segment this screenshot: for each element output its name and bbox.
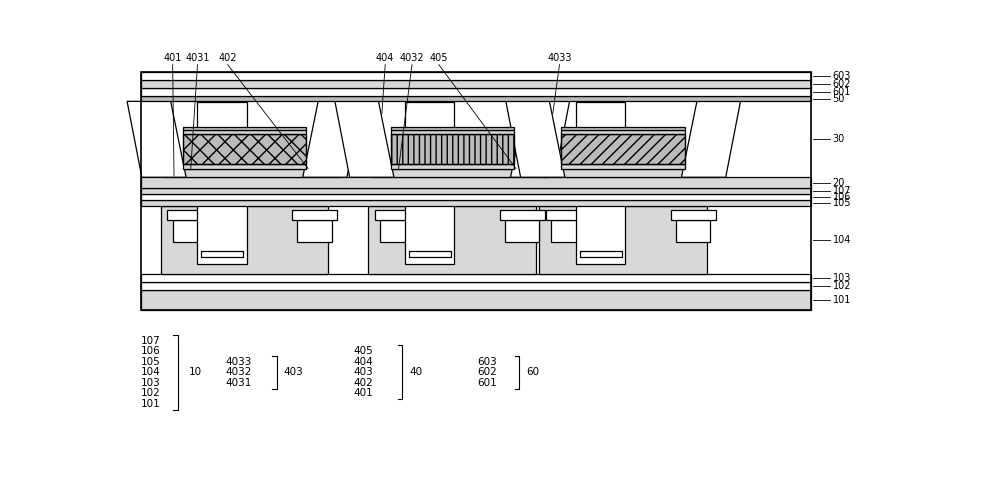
Bar <box>576 102 625 264</box>
Bar <box>372 168 548 177</box>
Bar <box>140 194 811 200</box>
Bar <box>201 250 243 257</box>
Text: 30: 30 <box>833 134 845 144</box>
Bar <box>561 134 685 164</box>
Text: 405: 405 <box>430 54 448 64</box>
Bar <box>676 220 710 242</box>
Bar <box>292 210 337 220</box>
Bar <box>500 210 545 220</box>
Text: 403: 403 <box>354 367 373 377</box>
Bar <box>561 164 685 168</box>
Text: 103: 103 <box>140 378 160 388</box>
Text: 102: 102 <box>833 281 851 291</box>
Bar <box>183 164 306 168</box>
Bar <box>380 220 415 242</box>
Text: 104: 104 <box>833 235 851 245</box>
Polygon shape <box>506 101 565 177</box>
Bar <box>391 127 514 130</box>
Bar <box>140 290 811 310</box>
Text: 405: 405 <box>354 346 373 356</box>
Bar <box>391 164 514 168</box>
Bar <box>368 206 536 274</box>
Polygon shape <box>681 101 740 177</box>
Text: 107: 107 <box>833 186 851 196</box>
Bar <box>391 130 514 134</box>
Text: 101: 101 <box>140 399 160 409</box>
Bar <box>391 134 514 164</box>
Text: 10: 10 <box>189 367 202 378</box>
Bar <box>140 88 811 96</box>
Bar <box>140 80 811 88</box>
Bar <box>409 250 451 257</box>
Polygon shape <box>511 101 570 177</box>
Text: 4033: 4033 <box>226 357 252 367</box>
Bar <box>561 134 685 164</box>
Polygon shape <box>127 101 186 177</box>
Bar <box>197 102 247 264</box>
Bar <box>297 220 332 242</box>
Bar <box>580 250 622 257</box>
Bar <box>183 134 306 164</box>
Text: 404: 404 <box>376 54 394 64</box>
Text: 20: 20 <box>833 177 845 187</box>
Bar <box>183 134 306 164</box>
Bar <box>375 210 420 220</box>
Bar <box>140 72 811 80</box>
Text: 4032: 4032 <box>226 367 252 377</box>
Text: 40: 40 <box>409 367 423 377</box>
Bar <box>183 127 306 130</box>
Bar <box>539 206 707 274</box>
Polygon shape <box>303 101 362 177</box>
Text: 601: 601 <box>478 378 497 388</box>
Text: 401: 401 <box>163 54 182 64</box>
Text: 603: 603 <box>478 357 497 367</box>
Text: 4032: 4032 <box>400 54 424 64</box>
Text: 105: 105 <box>140 357 160 367</box>
Bar <box>140 200 811 206</box>
Bar <box>140 282 811 290</box>
Bar <box>561 127 685 130</box>
Bar <box>140 72 811 310</box>
Text: 103: 103 <box>833 273 851 283</box>
Bar <box>183 130 306 134</box>
Bar <box>173 220 207 242</box>
Text: 106: 106 <box>833 192 851 202</box>
Text: 401: 401 <box>354 388 373 399</box>
Text: 105: 105 <box>833 198 851 208</box>
Bar <box>140 96 811 101</box>
Text: 101: 101 <box>833 295 851 305</box>
Bar <box>140 274 811 282</box>
Bar <box>551 220 586 242</box>
Bar <box>161 206 328 274</box>
Text: 4031: 4031 <box>226 378 252 388</box>
Polygon shape <box>335 101 394 177</box>
Bar <box>140 177 811 188</box>
Text: 4033: 4033 <box>547 54 572 64</box>
Text: 104: 104 <box>140 367 160 377</box>
Text: 603: 603 <box>833 71 851 81</box>
Bar <box>164 168 340 177</box>
Text: 107: 107 <box>140 336 160 346</box>
Bar <box>140 188 811 194</box>
Text: 602: 602 <box>833 79 851 89</box>
Bar <box>405 102 454 264</box>
Text: 403: 403 <box>284 367 304 377</box>
Text: 402: 402 <box>354 378 373 388</box>
Text: 404: 404 <box>354 357 373 367</box>
Bar <box>561 130 685 134</box>
Text: 402: 402 <box>218 54 237 64</box>
Bar <box>391 134 514 164</box>
Text: 602: 602 <box>478 367 497 377</box>
Text: 106: 106 <box>140 346 160 356</box>
Bar <box>505 220 539 242</box>
Text: 4031: 4031 <box>185 54 210 64</box>
Bar <box>543 168 719 177</box>
Bar <box>546 210 591 220</box>
Text: 102: 102 <box>140 388 160 399</box>
Bar <box>167 210 212 220</box>
Text: 60: 60 <box>526 367 540 377</box>
Text: 50: 50 <box>833 94 845 104</box>
Text: 601: 601 <box>833 87 851 97</box>
Bar <box>671 210 716 220</box>
